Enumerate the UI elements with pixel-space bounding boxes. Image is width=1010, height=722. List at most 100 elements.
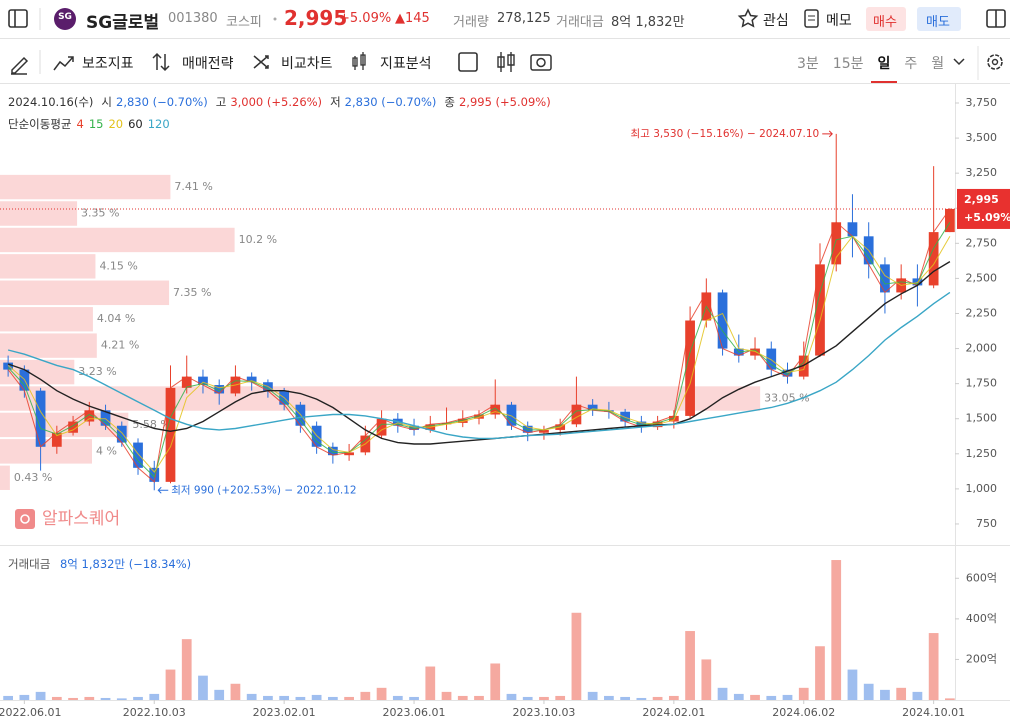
profile-bar <box>0 307 93 332</box>
info-value: 2,830 (−0.70%) <box>116 95 208 109</box>
volume-bar <box>230 683 241 700</box>
candle-body <box>3 362 13 370</box>
volume-bar <box>84 696 95 700</box>
strategy-icon[interactable] <box>152 52 170 72</box>
candle-body <box>165 387 176 482</box>
settings-icon[interactable] <box>987 54 1003 70</box>
buy-button[interactable]: 매수 <box>873 15 897 30</box>
settings-core <box>991 58 999 66</box>
tool-button[interactable]: 지표분석 <box>380 56 432 72</box>
volume-bar <box>35 691 46 700</box>
star-icon[interactable] <box>737 8 759 28</box>
volume-bar <box>263 695 273 700</box>
volume-bar <box>685 631 695 700</box>
candle-body <box>717 292 728 349</box>
period-tab[interactable]: 주 <box>904 56 918 72</box>
period-tab[interactable]: 월 <box>931 56 945 72</box>
candle-body <box>327 446 338 456</box>
x-tick-label: 2023.06.01 <box>383 706 446 719</box>
candle-body <box>668 415 679 422</box>
candle-body <box>100 410 111 426</box>
candle-body <box>133 442 143 468</box>
volume-bar <box>457 695 468 700</box>
ma-legend-entry: 4 <box>76 117 84 131</box>
profile-label: 4.04 % <box>97 312 135 325</box>
sidebar-icon[interactable] <box>8 9 28 28</box>
tool-button[interactable]: 비교차트 <box>281 56 333 72</box>
info-label: 시 <box>101 95 112 109</box>
info-label: 고 <box>215 95 227 109</box>
camera-icon[interactable] <box>530 54 552 71</box>
indicator-icon[interactable] <box>53 56 74 71</box>
candle-body <box>815 264 825 356</box>
candle-body <box>685 320 695 416</box>
volume-bar <box>133 696 143 700</box>
watch-button[interactable]: 관심 <box>763 13 789 29</box>
candle-body <box>928 232 939 286</box>
y-tick-label: 1,250 <box>966 447 998 460</box>
tool-button[interactable]: 매매전략 <box>182 56 234 72</box>
volume-bar <box>425 666 436 700</box>
profile-bar <box>0 280 170 306</box>
volume-bar <box>506 693 517 700</box>
memo-button[interactable]: 메모 <box>826 13 852 29</box>
period-tab[interactable]: 15분 <box>832 56 864 72</box>
y-tick-label: 3,250 <box>966 166 998 179</box>
low-arrow <box>157 486 169 494</box>
volume-bar <box>782 694 793 700</box>
x-tick-label: 2022.06.01 <box>0 706 61 719</box>
candle-body <box>51 432 62 447</box>
volume-bar <box>3 695 13 700</box>
sell-button[interactable]: 매도 <box>926 15 950 30</box>
camera-lens <box>536 57 546 68</box>
y-tick-label: 1,000 <box>966 482 998 495</box>
sell-button-bg[interactable] <box>917 7 961 31</box>
period-tab[interactable]: 3분 <box>797 56 819 72</box>
volume-bar <box>831 560 842 700</box>
candle-body <box>636 421 647 428</box>
box-icon[interactable] <box>458 52 478 72</box>
volume-bar <box>766 695 777 700</box>
volume-bar <box>815 646 825 700</box>
volume-bar <box>100 697 111 700</box>
candle-body <box>457 418 468 423</box>
draw-icon[interactable] <box>11 56 29 75</box>
analysis-icon[interactable] <box>352 52 366 70</box>
volume-bar <box>214 689 225 700</box>
volume-bar <box>51 696 62 700</box>
volume-bar <box>344 696 354 700</box>
candle-body <box>522 425 533 433</box>
candle-icon[interactable] <box>497 52 515 72</box>
volume-header: 거래대금 8억 1,832만 (−18.34%) <box>8 556 191 572</box>
memo-icon[interactable] <box>804 9 819 28</box>
info-value: 2,995 (+5.09%) <box>458 95 551 109</box>
candle-body <box>571 404 582 425</box>
period-tab[interactable]: 일 <box>870 46 898 83</box>
volume-bar <box>620 696 631 700</box>
tool-button[interactable]: 보조지표 <box>82 56 134 72</box>
volume-bar <box>490 663 501 700</box>
volume-bar <box>798 687 809 700</box>
amount-value: 8억 1,832만 <box>611 15 685 30</box>
ma-line <box>7 261 951 445</box>
volume-tick-label: 600억 <box>966 571 997 584</box>
volume-bar <box>68 697 78 700</box>
candle-body <box>198 376 208 386</box>
candle-body <box>474 414 484 419</box>
ma-legend: 단순이동평균 4 15 20 60 120 <box>8 116 170 132</box>
volume-bar <box>668 695 679 700</box>
candle-body <box>490 404 501 415</box>
buy-button-bg[interactable] <box>866 7 906 31</box>
profile-bar <box>0 201 78 226</box>
last-price-box <box>957 188 1010 229</box>
profile-bar <box>0 174 171 200</box>
volume-bar <box>945 698 955 700</box>
volume-bar <box>279 695 290 700</box>
ma-legend-entry: 20 <box>108 117 124 131</box>
more-periods[interactable] <box>953 58 965 66</box>
volume-bar <box>701 659 712 700</box>
compare-icon[interactable] <box>253 55 269 69</box>
ma-line <box>7 291 951 440</box>
